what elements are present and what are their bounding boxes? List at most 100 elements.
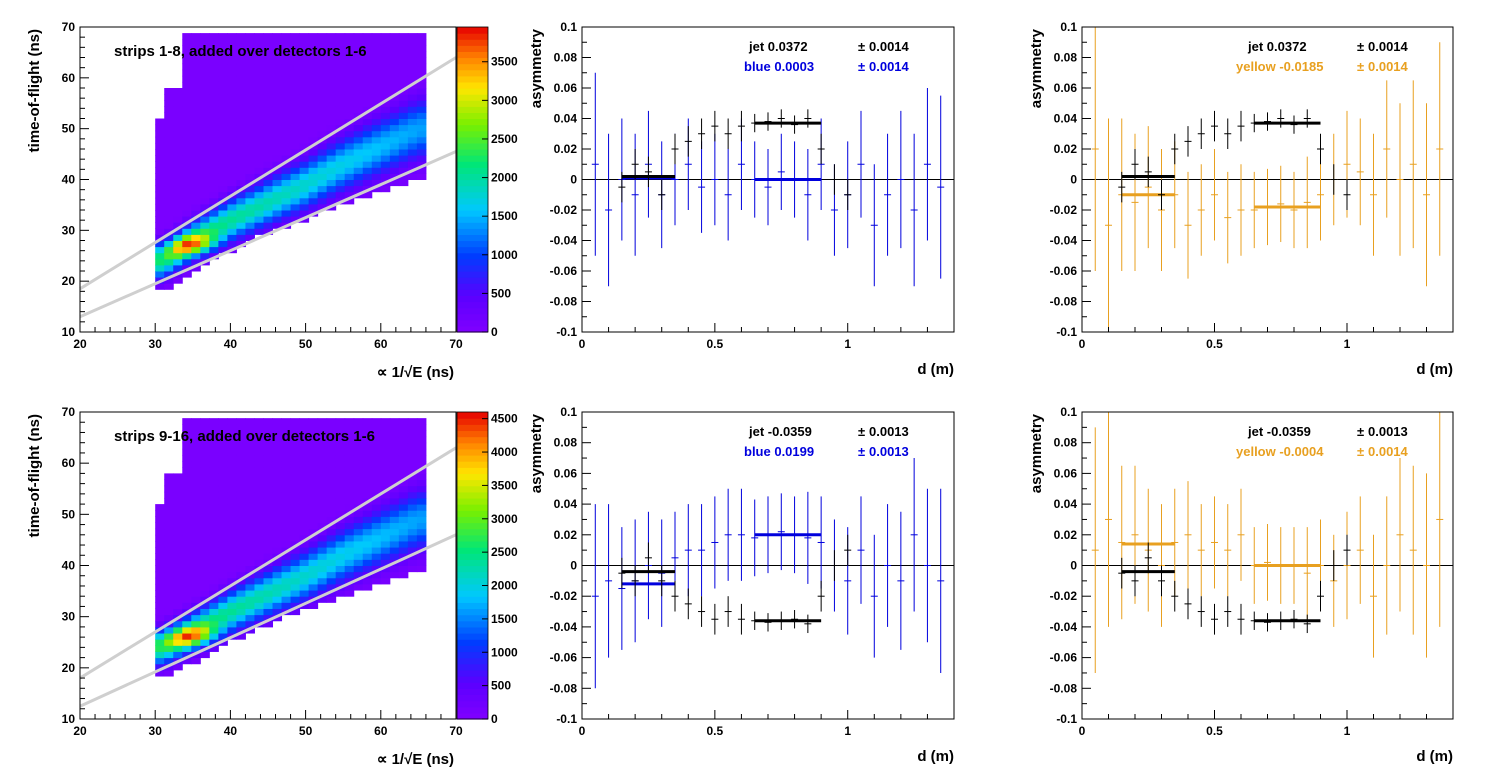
heatmap-cell: [281, 63, 292, 71]
heatmap-cell: [335, 69, 346, 77]
heatmap-cell: [155, 633, 165, 640]
heatmap-cell: [290, 69, 301, 77]
heatmap-cell: [155, 161, 165, 168]
heatmap-cell: [371, 479, 382, 487]
heatmap-cell: [164, 234, 174, 241]
heatmap-cell: [398, 173, 409, 180]
heatmap-cell: [353, 473, 364, 481]
heatmap-cell: [407, 106, 418, 113]
heatmap-cell: [173, 590, 183, 597]
heatmap-cell: [263, 161, 274, 168]
color-scale-segment: [457, 112, 488, 120]
heatmap-cell: [182, 626, 192, 634]
heatmap-cell: [416, 130, 427, 138]
heatmap-cell: [362, 565, 373, 573]
heatmap-cell: [227, 124, 237, 132]
heatmap-cell: [173, 277, 183, 284]
color-scale-segment: [457, 424, 488, 432]
heatmap-cell: [308, 553, 319, 560]
heatmap-cell: [155, 234, 165, 241]
y-tick-label: 0.06: [554, 81, 578, 95]
color-scale-segment: [457, 271, 488, 278]
heatmap-cell: [281, 485, 292, 493]
heatmap-cell: [344, 57, 355, 65]
heatmap-cell: [245, 222, 255, 229]
heatmap-cell: [407, 565, 418, 573]
heatmap-cell: [245, 88, 255, 95]
y-tick-label: 0.08: [1054, 51, 1078, 65]
heatmap-cell: [164, 571, 174, 579]
heatmap-cell: [335, 540, 346, 548]
heatmap-cell: [353, 577, 364, 585]
heatmap-cell: [380, 63, 391, 71]
heatmap-cell: [218, 240, 228, 248]
heatmap-cell: [191, 645, 201, 652]
heatmap-cell: [191, 614, 201, 622]
y-tick-label: 10: [62, 325, 76, 339]
plus-minus-symbol: ±: [858, 59, 865, 74]
heatmap-cell: [389, 571, 400, 579]
heatmap-cell: [407, 57, 418, 65]
heatmap-cell: [416, 142, 427, 150]
heatmap-cell: [407, 522, 418, 530]
heatmap-cell: [191, 216, 201, 223]
y-axis-title: asymmetry: [1028, 413, 1045, 493]
heatmap-cell: [245, 583, 255, 591]
heatmap-cell: [299, 454, 310, 462]
heatmap-cell: [281, 540, 292, 548]
heatmap-cell: [173, 216, 183, 223]
heatmap-cell: [299, 485, 310, 493]
heatmap-cell: [182, 461, 192, 468]
heatmap-cell: [254, 63, 264, 71]
heatmap-cell: [173, 479, 183, 487]
heatmap-cell: [155, 246, 165, 254]
heatmap-cell: [326, 547, 337, 554]
heatmap-cell: [182, 39, 192, 46]
heatmap-cell: [407, 173, 418, 180]
heatmap-cell: [254, 540, 264, 548]
heatmap-cell: [344, 454, 355, 462]
heatmap-cell: [263, 436, 274, 444]
heatmap-cell: [317, 118, 328, 126]
heatmap-cell: [218, 540, 228, 548]
color-scale-segment: [457, 319, 488, 327]
x-tick-label: 0.5: [707, 724, 724, 738]
color-scale-label: 2000: [491, 579, 518, 593]
heatmap-cell: [362, 577, 373, 585]
heatmap-cell: [200, 442, 210, 450]
heatmap-cell: [227, 75, 237, 83]
heatmap-cell: [254, 51, 264, 58]
heatmap-cell: [371, 136, 382, 144]
heatmap-cell: [209, 436, 219, 444]
heatmap-cell: [389, 467, 400, 474]
heatmap-cell: [245, 142, 255, 150]
y-tick-label: 40: [62, 173, 76, 187]
heatmap-cell: [308, 155, 319, 162]
heatmap-cell: [317, 571, 328, 579]
heatmap-cell: [407, 136, 418, 144]
heatmap-cell: [164, 614, 174, 622]
heatmap-cell: [290, 454, 301, 462]
heatmap-cell: [290, 136, 301, 144]
heatmap-cell: [182, 602, 192, 609]
heatmap-cell: [281, 461, 292, 468]
heatmap-cell: [290, 210, 301, 217]
heatmap-cell: [209, 216, 219, 223]
heatmap-cell: [398, 155, 409, 162]
heatmap-cell: [182, 234, 192, 241]
heatmap-cell: [155, 583, 165, 591]
y-tick-label: 10: [62, 712, 76, 726]
heatmap-cell: [227, 63, 237, 71]
heatmap-cell: [263, 614, 274, 622]
heatmap-cell: [263, 596, 274, 603]
heatmap-cell: [236, 191, 246, 199]
heatmap-cell: [236, 620, 246, 628]
heatmap-cell: [191, 620, 201, 628]
heatmap-cell: [398, 424, 409, 431]
heatmap-cell: [236, 173, 246, 180]
y-tick-label: 20: [62, 274, 76, 288]
color-scale-segment: [457, 682, 488, 689]
heatmap-cell: [254, 553, 264, 560]
y-tick-label: -0.02: [1050, 589, 1078, 603]
x-axis-title: ∝ 1/√E (ns): [377, 364, 454, 381]
